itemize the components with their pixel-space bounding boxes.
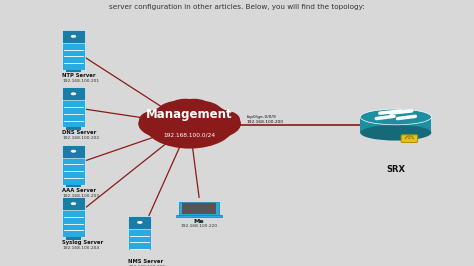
Circle shape	[204, 110, 240, 129]
Circle shape	[145, 101, 235, 149]
Text: Me: Me	[194, 219, 204, 224]
FancyBboxPatch shape	[360, 117, 431, 133]
FancyBboxPatch shape	[176, 215, 222, 217]
Text: SRX: SRX	[386, 165, 405, 174]
FancyBboxPatch shape	[62, 197, 85, 210]
Text: 192.168.100.204: 192.168.100.204	[62, 246, 99, 250]
Circle shape	[71, 150, 76, 153]
FancyBboxPatch shape	[62, 88, 85, 100]
FancyBboxPatch shape	[62, 145, 85, 185]
Circle shape	[408, 137, 411, 139]
FancyBboxPatch shape	[62, 30, 85, 70]
Circle shape	[71, 92, 76, 95]
FancyBboxPatch shape	[65, 127, 82, 130]
Circle shape	[156, 101, 203, 125]
FancyBboxPatch shape	[65, 70, 82, 72]
Text: NTP Server: NTP Server	[62, 73, 96, 78]
FancyBboxPatch shape	[179, 202, 219, 215]
Circle shape	[166, 122, 213, 147]
FancyBboxPatch shape	[62, 88, 85, 127]
Text: NMS Server: NMS Server	[128, 259, 164, 264]
Text: 192.168.100.200: 192.168.100.200	[246, 120, 283, 124]
Text: 192.168.100.220: 192.168.100.220	[181, 224, 218, 228]
FancyBboxPatch shape	[65, 237, 82, 240]
Circle shape	[138, 109, 194, 138]
FancyBboxPatch shape	[128, 216, 151, 256]
FancyBboxPatch shape	[401, 135, 418, 143]
Circle shape	[71, 202, 76, 205]
FancyBboxPatch shape	[182, 203, 216, 214]
FancyBboxPatch shape	[62, 30, 85, 43]
Text: 192.168.100.201: 192.168.100.201	[62, 79, 99, 83]
Text: Management: Management	[146, 108, 233, 121]
Text: 192.168.100.203: 192.168.100.203	[62, 194, 99, 198]
Text: 192.168.100.202: 192.168.100.202	[62, 136, 99, 140]
Circle shape	[177, 99, 211, 117]
Text: 192.168.100.205: 192.168.100.205	[128, 265, 166, 266]
FancyBboxPatch shape	[128, 216, 151, 229]
Circle shape	[71, 35, 76, 38]
Text: DNS Server: DNS Server	[62, 130, 97, 135]
Ellipse shape	[360, 109, 431, 125]
Text: Syslog Server: Syslog Server	[62, 240, 103, 245]
FancyBboxPatch shape	[132, 256, 148, 258]
Text: 192.168.100.0/24: 192.168.100.0/24	[164, 132, 216, 137]
Ellipse shape	[360, 125, 431, 141]
Circle shape	[137, 221, 143, 224]
Text: fxp0/ge-0/0/9: fxp0/ge-0/0/9	[246, 115, 276, 119]
Text: server configuration in other articles. Below, you will find the topology:: server configuration in other articles. …	[109, 4, 365, 10]
FancyBboxPatch shape	[62, 145, 85, 158]
Text: AAA Server: AAA Server	[62, 188, 96, 193]
Circle shape	[176, 101, 223, 125]
Circle shape	[168, 99, 202, 117]
Circle shape	[185, 109, 241, 138]
Circle shape	[139, 110, 175, 129]
FancyBboxPatch shape	[62, 197, 85, 237]
FancyBboxPatch shape	[65, 185, 82, 187]
